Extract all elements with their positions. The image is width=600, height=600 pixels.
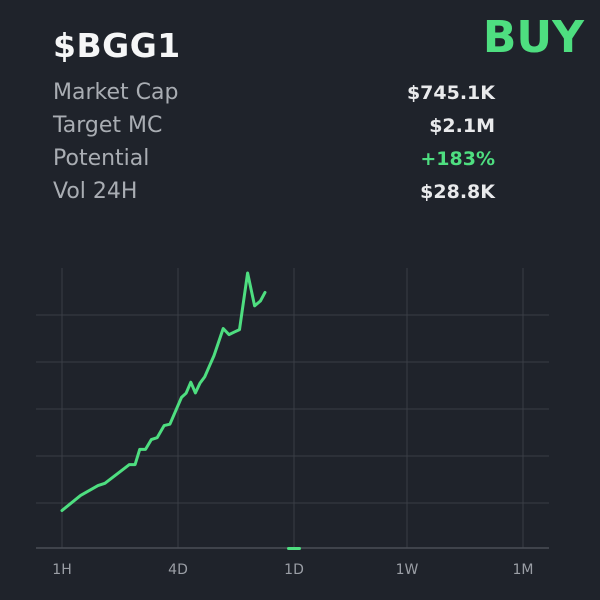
x-tick-label[interactable]: 4D: [168, 562, 188, 578]
x-tick-label[interactable]: 1H: [52, 562, 71, 578]
target-mc-label: Target MC: [53, 113, 163, 138]
market-cap-value: $745.1K: [406, 82, 495, 104]
stat-row-potential: Potential +183%: [53, 146, 495, 179]
vol-24h-label: Vol 24H: [53, 179, 138, 204]
buy-signal-badge: BUY: [482, 12, 584, 63]
vol-24h-value: $28.8K: [420, 181, 495, 203]
stat-row-market-cap: Market Cap $745.1K: [53, 80, 495, 113]
x-tick-label[interactable]: 1W: [396, 562, 419, 578]
x-tick-label[interactable]: 1M: [513, 562, 534, 578]
x-tick-label[interactable]: 1D: [284, 562, 304, 578]
target-mc-value: $2.1M: [429, 115, 495, 137]
stat-row-vol-24h: Vol 24H $28.8K: [53, 179, 495, 212]
potential-value: +183%: [420, 148, 495, 170]
selected-range-indicator: [287, 547, 301, 550]
stat-row-target-mc: Target MC $2.1M: [53, 113, 495, 146]
token-ticker: $BGG1: [53, 26, 181, 65]
price-line: [60, 271, 267, 512]
x-axis-ticks: 1H 4D 1D 1W 1M: [52, 562, 533, 578]
selected-range-marker: [287, 547, 301, 550]
market-cap-label: Market Cap: [53, 80, 179, 105]
stats-panel: Market Cap $745.1K Target MC $2.1M Poten…: [53, 80, 495, 212]
potential-label: Potential: [53, 146, 150, 171]
chart-grid: [36, 268, 549, 548]
